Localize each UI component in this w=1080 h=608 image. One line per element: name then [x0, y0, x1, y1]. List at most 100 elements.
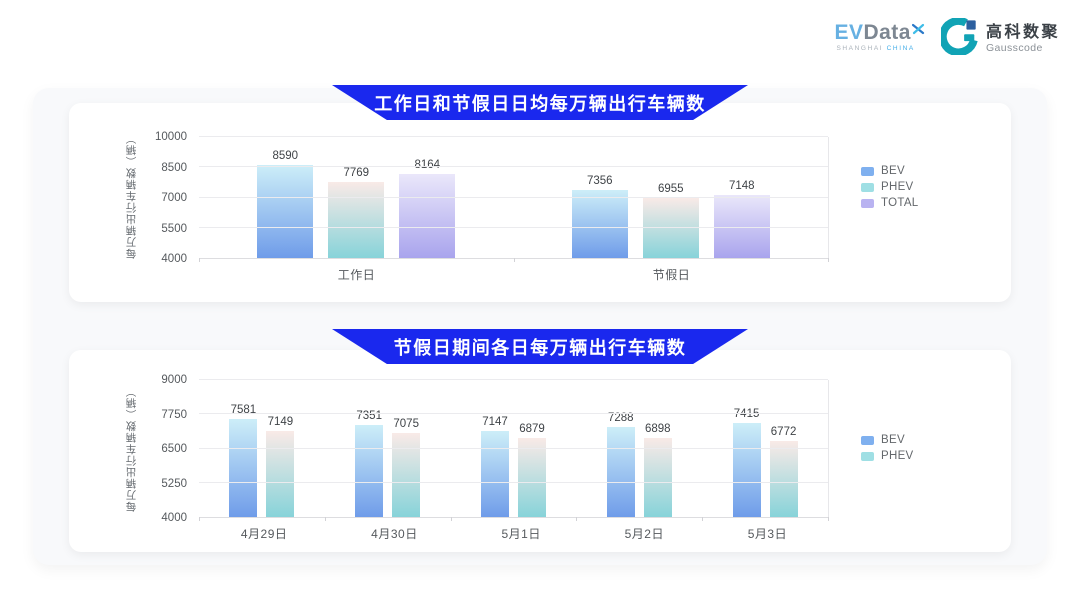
plot-column: 8590 7769 8164 7356 6955 7148 工作日 节假日 — [199, 136, 829, 283]
x-axis-tick — [702, 517, 704, 521]
chart-title: 节假日期间各日每万辆出行车辆数 — [393, 337, 687, 358]
bar-phev-4月30日[interactable] — [392, 432, 421, 517]
x-axis-tick — [199, 517, 200, 521]
bar-value-label: 7075 — [393, 417, 419, 430]
y-tick-label: 10000 — [155, 131, 187, 143]
chart-card: 每万辆出行车辆数（辆） 4000 5500 7000 8500 10000 8590 77… — [69, 103, 1011, 302]
gridline — [199, 166, 828, 168]
legend-label: PHEV — [881, 181, 914, 193]
bar-wrap: 6955 — [642, 137, 699, 258]
bar-wrap: 7288 — [606, 380, 635, 517]
bar-groups: 7581 7149 7351 7075 7147 6879 7288 6898 7415 6772 — [199, 380, 828, 517]
legend-label: PHEV — [881, 450, 914, 462]
y-axis-ticks: 4000 5250 6500 7750 9000 — [141, 374, 199, 524]
bar-value-label: 7149 — [267, 415, 294, 428]
bar-phev-5月2日[interactable] — [643, 437, 672, 517]
gausscode-text: 高科数聚 Gausscode — [986, 24, 1060, 54]
x-category-label: 4月30日 — [371, 527, 418, 541]
bar-value-label: 8590 — [272, 150, 299, 163]
y-tick-label: 5250 — [161, 477, 187, 490]
gridline — [199, 447, 828, 449]
bar-wrap: 7769 — [328, 137, 385, 258]
x-axis-tick — [450, 517, 452, 521]
bar-group-5月1日: 7147 6879 — [480, 380, 546, 517]
bar-phev-4月29日[interactable] — [266, 430, 295, 517]
bar-bev-4月30日[interactable] — [355, 425, 384, 517]
bar-wrap: 8164 — [399, 137, 456, 258]
legend-swatch-phev — [861, 182, 874, 192]
legend-item-total[interactable]: TOTAL — [861, 197, 919, 209]
chart-title-banner: 节假日期间各日每万辆出行车辆数 — [332, 329, 748, 364]
bar-wrap: 7075 — [392, 380, 421, 517]
evdata-logo: EV Data SHANGHAI CHINA — [834, 22, 925, 52]
bar-value-label: 7356 — [586, 175, 613, 188]
bar-phev-5月1日[interactable] — [517, 438, 546, 517]
bar-value-label: 6898 — [644, 422, 671, 435]
x-axis-tick — [324, 517, 326, 521]
bar-bev-5月3日[interactable] — [732, 423, 761, 517]
bar-wrap: 6898 — [643, 380, 672, 517]
bar-group-4月30日: 7351 7075 — [355, 380, 421, 517]
evdata-subtext: SHANGHAI CHINA — [836, 45, 915, 52]
legend-item-phev[interactable]: PHEV — [861, 181, 919, 193]
chart-card: 每万辆出行车辆数（辆） 4000 5250 6500 7750 9000 7581 714… — [69, 350, 1011, 552]
bar-wrap: 6772 — [769, 380, 798, 517]
gridline — [199, 413, 828, 415]
bar-value-label: 7148 — [728, 179, 755, 192]
chart-title: 工作日和节假日日均每万辆出行车辆数 — [374, 93, 706, 114]
legend-label: BEV — [881, 434, 905, 446]
evdata-wordmark: EV Data — [834, 22, 925, 43]
bar-phev-工作日[interactable] — [328, 182, 385, 258]
bar-bev-4月29日[interactable] — [229, 418, 258, 517]
gridline — [199, 136, 828, 137]
bar-wrap: 7581 — [229, 380, 258, 517]
y-axis-ticks: 4000 5500 7000 8500 10000 — [141, 131, 199, 265]
gridline — [199, 379, 828, 380]
x-category-label: 节假日 — [652, 268, 691, 282]
gausscode-g-icon — [938, 17, 978, 60]
bar-value-label: 7288 — [607, 411, 634, 424]
bar-total-节假日[interactable] — [713, 194, 770, 258]
bar-wrap: 7356 — [571, 137, 628, 258]
bar-value-label: 6955 — [657, 183, 684, 196]
evdata-x-flourish-icon — [911, 19, 925, 39]
bar-group-4月29日: 7581 7149 — [229, 380, 295, 517]
bar-total-工作日[interactable] — [399, 174, 456, 258]
chart-section-holiday-daily: 节假日期间各日每万辆出行车辆数 每万辆出行车辆数（辆） 4000 5250 6500… — [33, 329, 1047, 552]
bar-bev-节假日[interactable] — [571, 190, 628, 258]
legend-swatch-bev — [861, 166, 874, 176]
gausscode-name-cn: 高科数聚 — [985, 24, 1060, 41]
bar-value-label: 7581 — [230, 403, 257, 416]
plot-column: 7581 7149 7351 7075 7147 6879 7288 6898 7415 6772… — [199, 379, 829, 542]
y-tick-label: 4000 — [161, 512, 187, 524]
legend-item-bev[interactable]: BEV — [861, 165, 919, 177]
gridline — [199, 226, 828, 228]
bar-bev-5月2日[interactable] — [606, 426, 635, 517]
y-tick-label: 6500 — [161, 443, 187, 455]
bar-group-5月3日: 7415 6772 — [732, 380, 798, 517]
bar-wrap: 7148 — [713, 137, 770, 258]
bar-wrap: 8590 — [257, 137, 314, 258]
x-axis-tick — [828, 517, 829, 521]
bar-group-节假日: 7356 6955 7148 — [571, 137, 770, 258]
legend-swatch-phev — [861, 451, 874, 461]
bar-phev-5月3日[interactable] — [769, 441, 798, 517]
bar-bev-工作日[interactable] — [257, 165, 314, 258]
x-category-label: 5月3日 — [747, 527, 788, 541]
bar-wrap: 7415 — [732, 380, 761, 517]
bar-value-label: 7415 — [733, 408, 760, 421]
bar-phev-节假日[interactable] — [642, 198, 699, 258]
bar-wrap: 7149 — [266, 380, 295, 517]
bar-chart-daily-average: 每万辆出行车辆数（辆） 4000 5500 7000 8500 10000 8590 77… — [69, 103, 1011, 283]
gridline — [199, 196, 828, 198]
legend-item-phev[interactable]: PHEV — [861, 450, 914, 462]
y-tick-label: 7000 — [161, 192, 187, 204]
chart-title-banner: 工作日和节假日日均每万辆出行车辆数 — [332, 85, 748, 120]
header-logo-bar: EV Data SHANGHAI CHINA 高科数聚 Gausscode — [834, 17, 1060, 60]
legend-item-bev[interactable]: BEV — [861, 434, 914, 446]
bar-value-label: 7769 — [343, 167, 370, 179]
bar-value-label: 7351 — [356, 410, 382, 423]
bar-bev-5月1日[interactable] — [480, 430, 509, 517]
gausscode-name-en: Gausscode — [985, 42, 1043, 54]
x-category-label: 工作日 — [337, 268, 376, 282]
